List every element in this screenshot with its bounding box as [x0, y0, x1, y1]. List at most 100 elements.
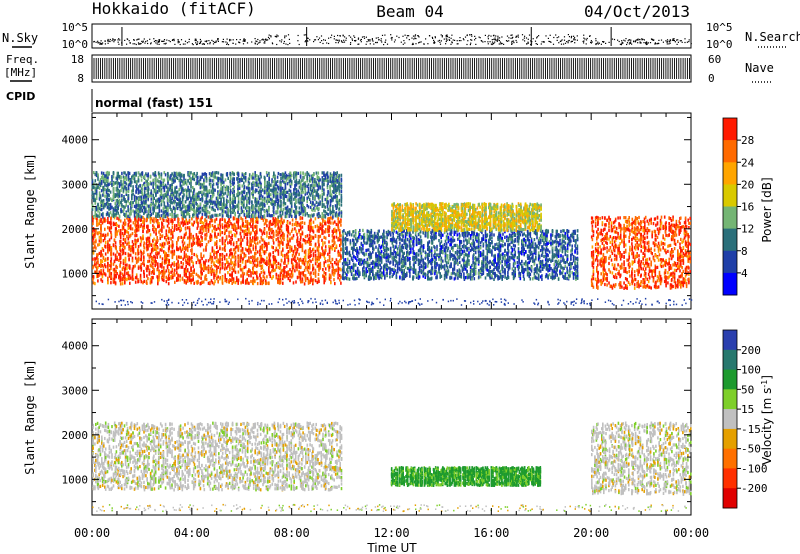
echo-cell — [335, 244, 338, 248]
nsky-point — [583, 40, 585, 42]
echo-cell — [278, 242, 281, 247]
nsky-point — [209, 43, 211, 45]
echo-cell — [256, 277, 258, 281]
echo-cell — [163, 272, 165, 276]
echo-cell — [174, 174, 176, 178]
echo-cell — [104, 237, 106, 241]
echo-cell — [202, 226, 205, 230]
echo-cell — [216, 255, 218, 259]
nsky-point — [558, 36, 560, 38]
echo-cell — [170, 207, 172, 212]
echo-cell — [321, 225, 323, 229]
echo-cell — [186, 236, 189, 240]
echo-cell — [181, 265, 184, 269]
echo-cell — [100, 199, 103, 203]
echo-cell — [235, 220, 238, 224]
nsky-point — [157, 41, 159, 43]
echo-cell — [147, 277, 149, 281]
nsky-point — [528, 34, 531, 36]
nsky-point — [677, 39, 679, 41]
echo-cell — [190, 189, 192, 193]
echo-cell — [114, 254, 117, 258]
echo-cell — [178, 223, 180, 227]
nsky-point — [146, 40, 148, 42]
echo-cell — [137, 220, 139, 224]
echo-cell — [94, 234, 96, 238]
echo-cell — [97, 177, 99, 181]
echo-cell — [217, 258, 219, 262]
echo-cell — [314, 234, 317, 238]
echo-cell — [319, 234, 322, 238]
nsky-point — [316, 36, 318, 38]
echo-cell — [131, 277, 134, 281]
nsky-point — [560, 40, 562, 42]
nsky-point — [441, 35, 443, 37]
echo-cell — [119, 234, 122, 238]
echo-cell — [91, 180, 94, 184]
echo-cell — [105, 190, 108, 194]
echo-cell — [230, 252, 232, 256]
nsky-point — [651, 38, 653, 41]
echo-cell — [178, 179, 180, 183]
echo-cell — [175, 194, 178, 198]
echo-cell — [124, 229, 127, 233]
echo-cell — [129, 226, 131, 230]
echo-cell — [224, 239, 226, 243]
nsky-point — [501, 42, 503, 45]
echo-cell — [244, 220, 247, 224]
echo-cell — [201, 231, 203, 235]
echo-cell — [185, 274, 187, 278]
echo-cell — [133, 174, 136, 178]
echo-cell — [96, 275, 98, 279]
echo-cell — [277, 222, 279, 226]
echo-cell — [94, 201, 97, 205]
echo-cell — [131, 274, 134, 278]
echo-cell — [116, 232, 118, 236]
echo-cell — [104, 252, 107, 256]
echo-cell — [104, 174, 106, 178]
nsky-point — [161, 40, 163, 42]
echo-cell — [244, 280, 247, 284]
echo-cell — [107, 203, 109, 207]
echo-cell — [152, 239, 154, 243]
echo-cell — [143, 272, 145, 276]
echo-cell — [95, 192, 98, 196]
echo-cell — [108, 182, 110, 186]
echo-cell — [100, 189, 103, 193]
echo-cell — [225, 253, 228, 257]
echo-cell — [131, 175, 133, 179]
echo-cell — [232, 263, 235, 267]
echo-cell — [139, 273, 142, 277]
echo-cell — [242, 278, 244, 282]
echo-cell — [143, 241, 145, 245]
echo-cell — [142, 225, 144, 229]
echo-cell — [241, 247, 244, 251]
echo-cell — [143, 181, 146, 185]
echo-cell — [157, 212, 160, 216]
echo-cell — [153, 271, 155, 275]
nsky-point — [208, 40, 210, 42]
echo-cell — [137, 248, 139, 252]
nsky-point — [341, 41, 343, 43]
echo-cell — [340, 275, 342, 279]
echo-cell — [146, 245, 148, 249]
nsky-point — [583, 37, 585, 39]
echo-cell — [112, 210, 115, 214]
echo-cell — [130, 212, 132, 216]
echo-cell — [148, 241, 151, 245]
echo-cell — [159, 217, 162, 221]
echo-cell — [256, 217, 259, 221]
nsky-point — [322, 42, 324, 45]
echo-cell — [182, 191, 185, 195]
echo-cell — [284, 259, 286, 263]
nsky-point — [643, 42, 645, 44]
echo-cell — [221, 223, 224, 227]
nsky-point — [223, 41, 225, 43]
echo-cell — [116, 230, 118, 234]
nsky-point — [433, 39, 435, 41]
echo-cell — [201, 216, 203, 220]
echo-cell — [146, 230, 148, 234]
echo-cell — [260, 264, 263, 268]
nsky-point — [525, 37, 528, 39]
echo-cell — [192, 237, 194, 242]
